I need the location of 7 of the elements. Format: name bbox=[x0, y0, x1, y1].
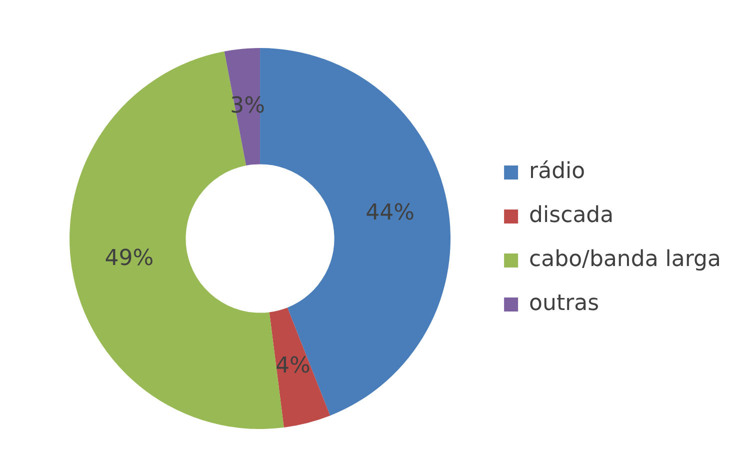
data-label: 49% bbox=[104, 246, 154, 271]
data-label: 4% bbox=[276, 353, 310, 378]
legend-label: discada bbox=[529, 203, 614, 228]
legend-label: outras bbox=[529, 291, 600, 316]
legend-label: rádio bbox=[529, 159, 586, 184]
data-label: 44% bbox=[366, 200, 415, 226]
legend-label: cabo/banda larga bbox=[529, 247, 722, 272]
